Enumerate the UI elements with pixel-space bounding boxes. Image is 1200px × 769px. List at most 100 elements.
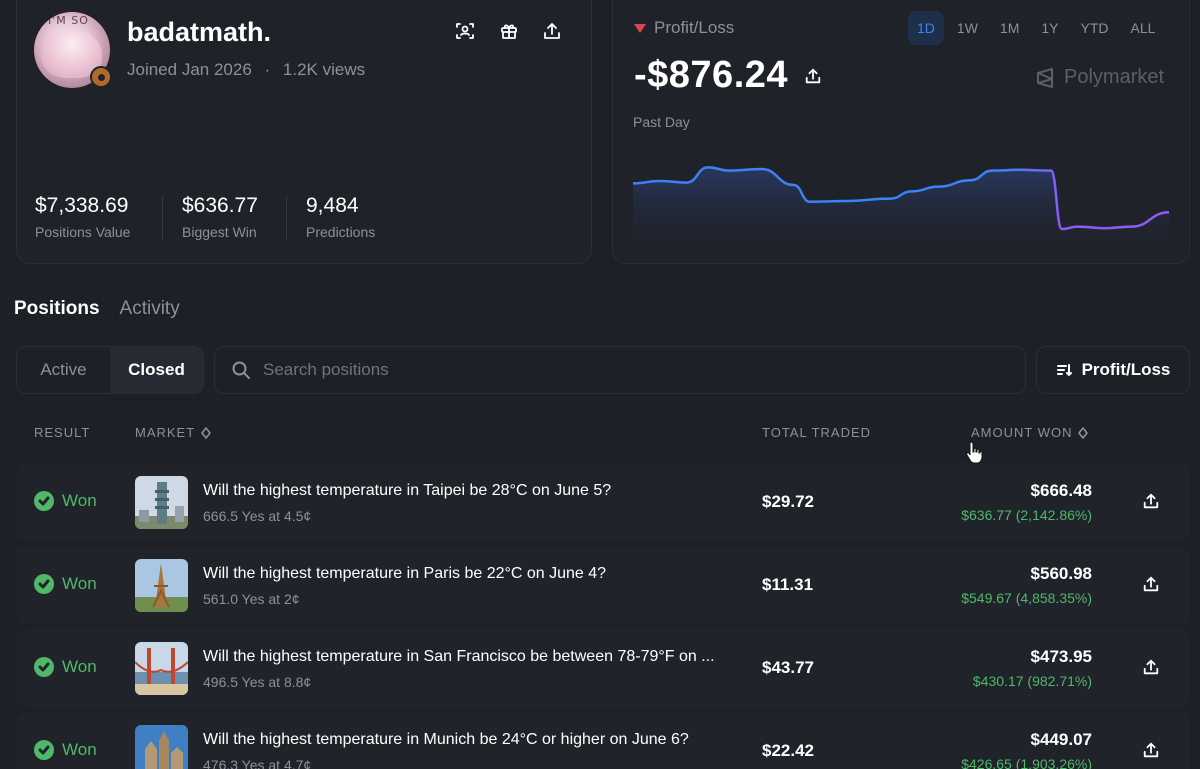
amount-won: $560.98 (1030, 564, 1092, 583)
market-position: 496.5 Yes at 8.8¢ (203, 674, 312, 690)
amount-won: $666.48 (1030, 481, 1092, 500)
main-tabs: Positions Activity (14, 298, 180, 320)
share-icon[interactable] (1142, 741, 1160, 759)
stat-biggest-win: $636.77 Biggest Win (182, 194, 258, 240)
check-circle-icon (34, 491, 54, 511)
scan-icon[interactable] (454, 20, 476, 42)
sort-button[interactable]: Profit/Loss (1036, 346, 1190, 394)
share-icon[interactable] (1142, 658, 1160, 676)
share-icon[interactable] (1142, 492, 1160, 510)
header-label: MARKET (135, 425, 196, 440)
range-1y[interactable]: 1Y (1041, 20, 1059, 36)
market-position: 666.5 Yes at 4.5¢ (203, 508, 312, 524)
market-title[interactable]: Will the highest temperature in Paris be… (203, 565, 607, 582)
badge-icon (90, 66, 112, 88)
header-total-traded: TOTAL TRADED (762, 425, 871, 440)
header-market[interactable]: MARKET (135, 425, 211, 440)
market-title[interactable]: Will the highest temperature in Munich b… (203, 731, 689, 748)
result-cell: Won (34, 740, 97, 760)
joined-date: Joined Jan 2026 (127, 60, 252, 79)
header-label: RESULT (34, 425, 91, 440)
pnl-label: Profit/Loss (634, 18, 734, 38)
result-cell: Won (34, 491, 97, 511)
share-icon[interactable] (804, 67, 822, 85)
tab-activity[interactable]: Activity (119, 298, 180, 319)
sort-label: Profit/Loss (1081, 360, 1171, 379)
pnl-chart (632, 166, 1170, 260)
profit-gain: $430.17 (982.71%) (972, 673, 1092, 689)
table-row[interactable]: Won Will the highest temperature in San … (16, 629, 1190, 707)
market-thumbnail (135, 559, 188, 612)
result-label: Won (62, 574, 97, 593)
brand: Polymarket (1034, 66, 1164, 89)
search-box (214, 346, 1026, 394)
sort-diamond-icon (1078, 426, 1089, 439)
market-position: 476.3 Yes at 4.7¢ (203, 757, 312, 769)
range-ytd[interactable]: YTD (1080, 20, 1109, 36)
result-label: Won (62, 491, 97, 510)
table-row[interactable]: Won Will the highest temperature in Pari… (16, 546, 1190, 624)
header-result: RESULT (34, 425, 90, 440)
profile-meta: Joined Jan 2026 · 1.2K views (127, 60, 365, 80)
meta-separator: · (264, 60, 271, 79)
segment-active[interactable]: Active (40, 360, 87, 379)
pnl-amount: -$876.24 (634, 54, 789, 96)
profit-gain: $549.67 (4,858.35%) (961, 590, 1092, 606)
gift-icon[interactable] (498, 20, 520, 42)
sort-diamond-icon (201, 426, 211, 439)
market-title[interactable]: Will the highest temperature in Taipei b… (203, 482, 612, 499)
profile-card (16, 0, 592, 264)
segment-closed[interactable]: Closed (110, 347, 203, 393)
share-icon[interactable] (1142, 575, 1160, 593)
check-circle-icon (34, 574, 54, 594)
down-triangle-icon (634, 23, 646, 33)
stat-positions-value: $7,338.69 Positions Value (35, 194, 130, 240)
range-1w[interactable]: 1W (956, 20, 978, 36)
result-label: Won (62, 740, 97, 759)
check-circle-icon (34, 740, 54, 760)
stat-label: Positions Value (35, 224, 131, 240)
sort-icon (1056, 364, 1072, 377)
chart-area (633, 167, 1169, 260)
range-1d[interactable]: 1D (908, 11, 944, 45)
header-label: AMOUNT WON (971, 425, 1073, 440)
divider (286, 196, 287, 240)
market-thumbnail (135, 642, 188, 695)
total-traded: $11.31 (762, 575, 814, 594)
share-icon[interactable] (541, 20, 563, 42)
market-thumbnail (135, 725, 188, 769)
tab-positions[interactable]: Positions (14, 298, 100, 319)
market-thumbnail (135, 476, 188, 529)
table-row[interactable]: Won Will the highest temperature in Muni… (16, 712, 1190, 769)
stat-value: $636.77 (182, 194, 258, 217)
range-1m[interactable]: 1M (999, 20, 1020, 36)
polymarket-logo-icon (1037, 67, 1053, 88)
table-row[interactable]: Won Will the highest temperature in Taip… (16, 463, 1190, 541)
amount-won: $473.95 (1030, 647, 1092, 666)
result-cell: Won (34, 657, 97, 677)
stat-predictions: 9,484 Predictions (306, 194, 375, 240)
stat-value: 9,484 (306, 194, 359, 217)
check-circle-icon (34, 657, 54, 677)
result-cell: Won (34, 574, 97, 594)
profit-gain: $636.77 (2,142.86%) (961, 507, 1092, 523)
stat-label: Predictions (306, 224, 376, 240)
amount-won: $449.07 (1030, 730, 1092, 749)
range-all[interactable]: ALL (1130, 20, 1156, 36)
market-title[interactable]: Will the highest temperature in San Fran… (203, 648, 715, 665)
search-input[interactable] (263, 360, 963, 380)
total-traded: $43.77 (762, 658, 814, 677)
avatar-text: I'M SO (48, 14, 89, 27)
search-icon (232, 361, 250, 379)
range-selector: 1D 1W 1M 1Y YTD ALL (908, 11, 1164, 45)
stat-value: $7,338.69 (35, 194, 129, 217)
divider (162, 196, 163, 240)
header-amount-won[interactable]: AMOUNT WON (971, 425, 1089, 440)
profit-gain: $426.65 (1,903.26%) (961, 756, 1092, 769)
username: badatmath. (127, 17, 272, 47)
brand-name: Polymarket (1064, 66, 1165, 88)
market-position: 561.0 Yes at 2¢ (203, 591, 300, 607)
chart-line (632, 166, 1170, 231)
hand-cursor-icon (966, 441, 983, 464)
pnl-label-text: Profit/Loss (654, 18, 735, 37)
